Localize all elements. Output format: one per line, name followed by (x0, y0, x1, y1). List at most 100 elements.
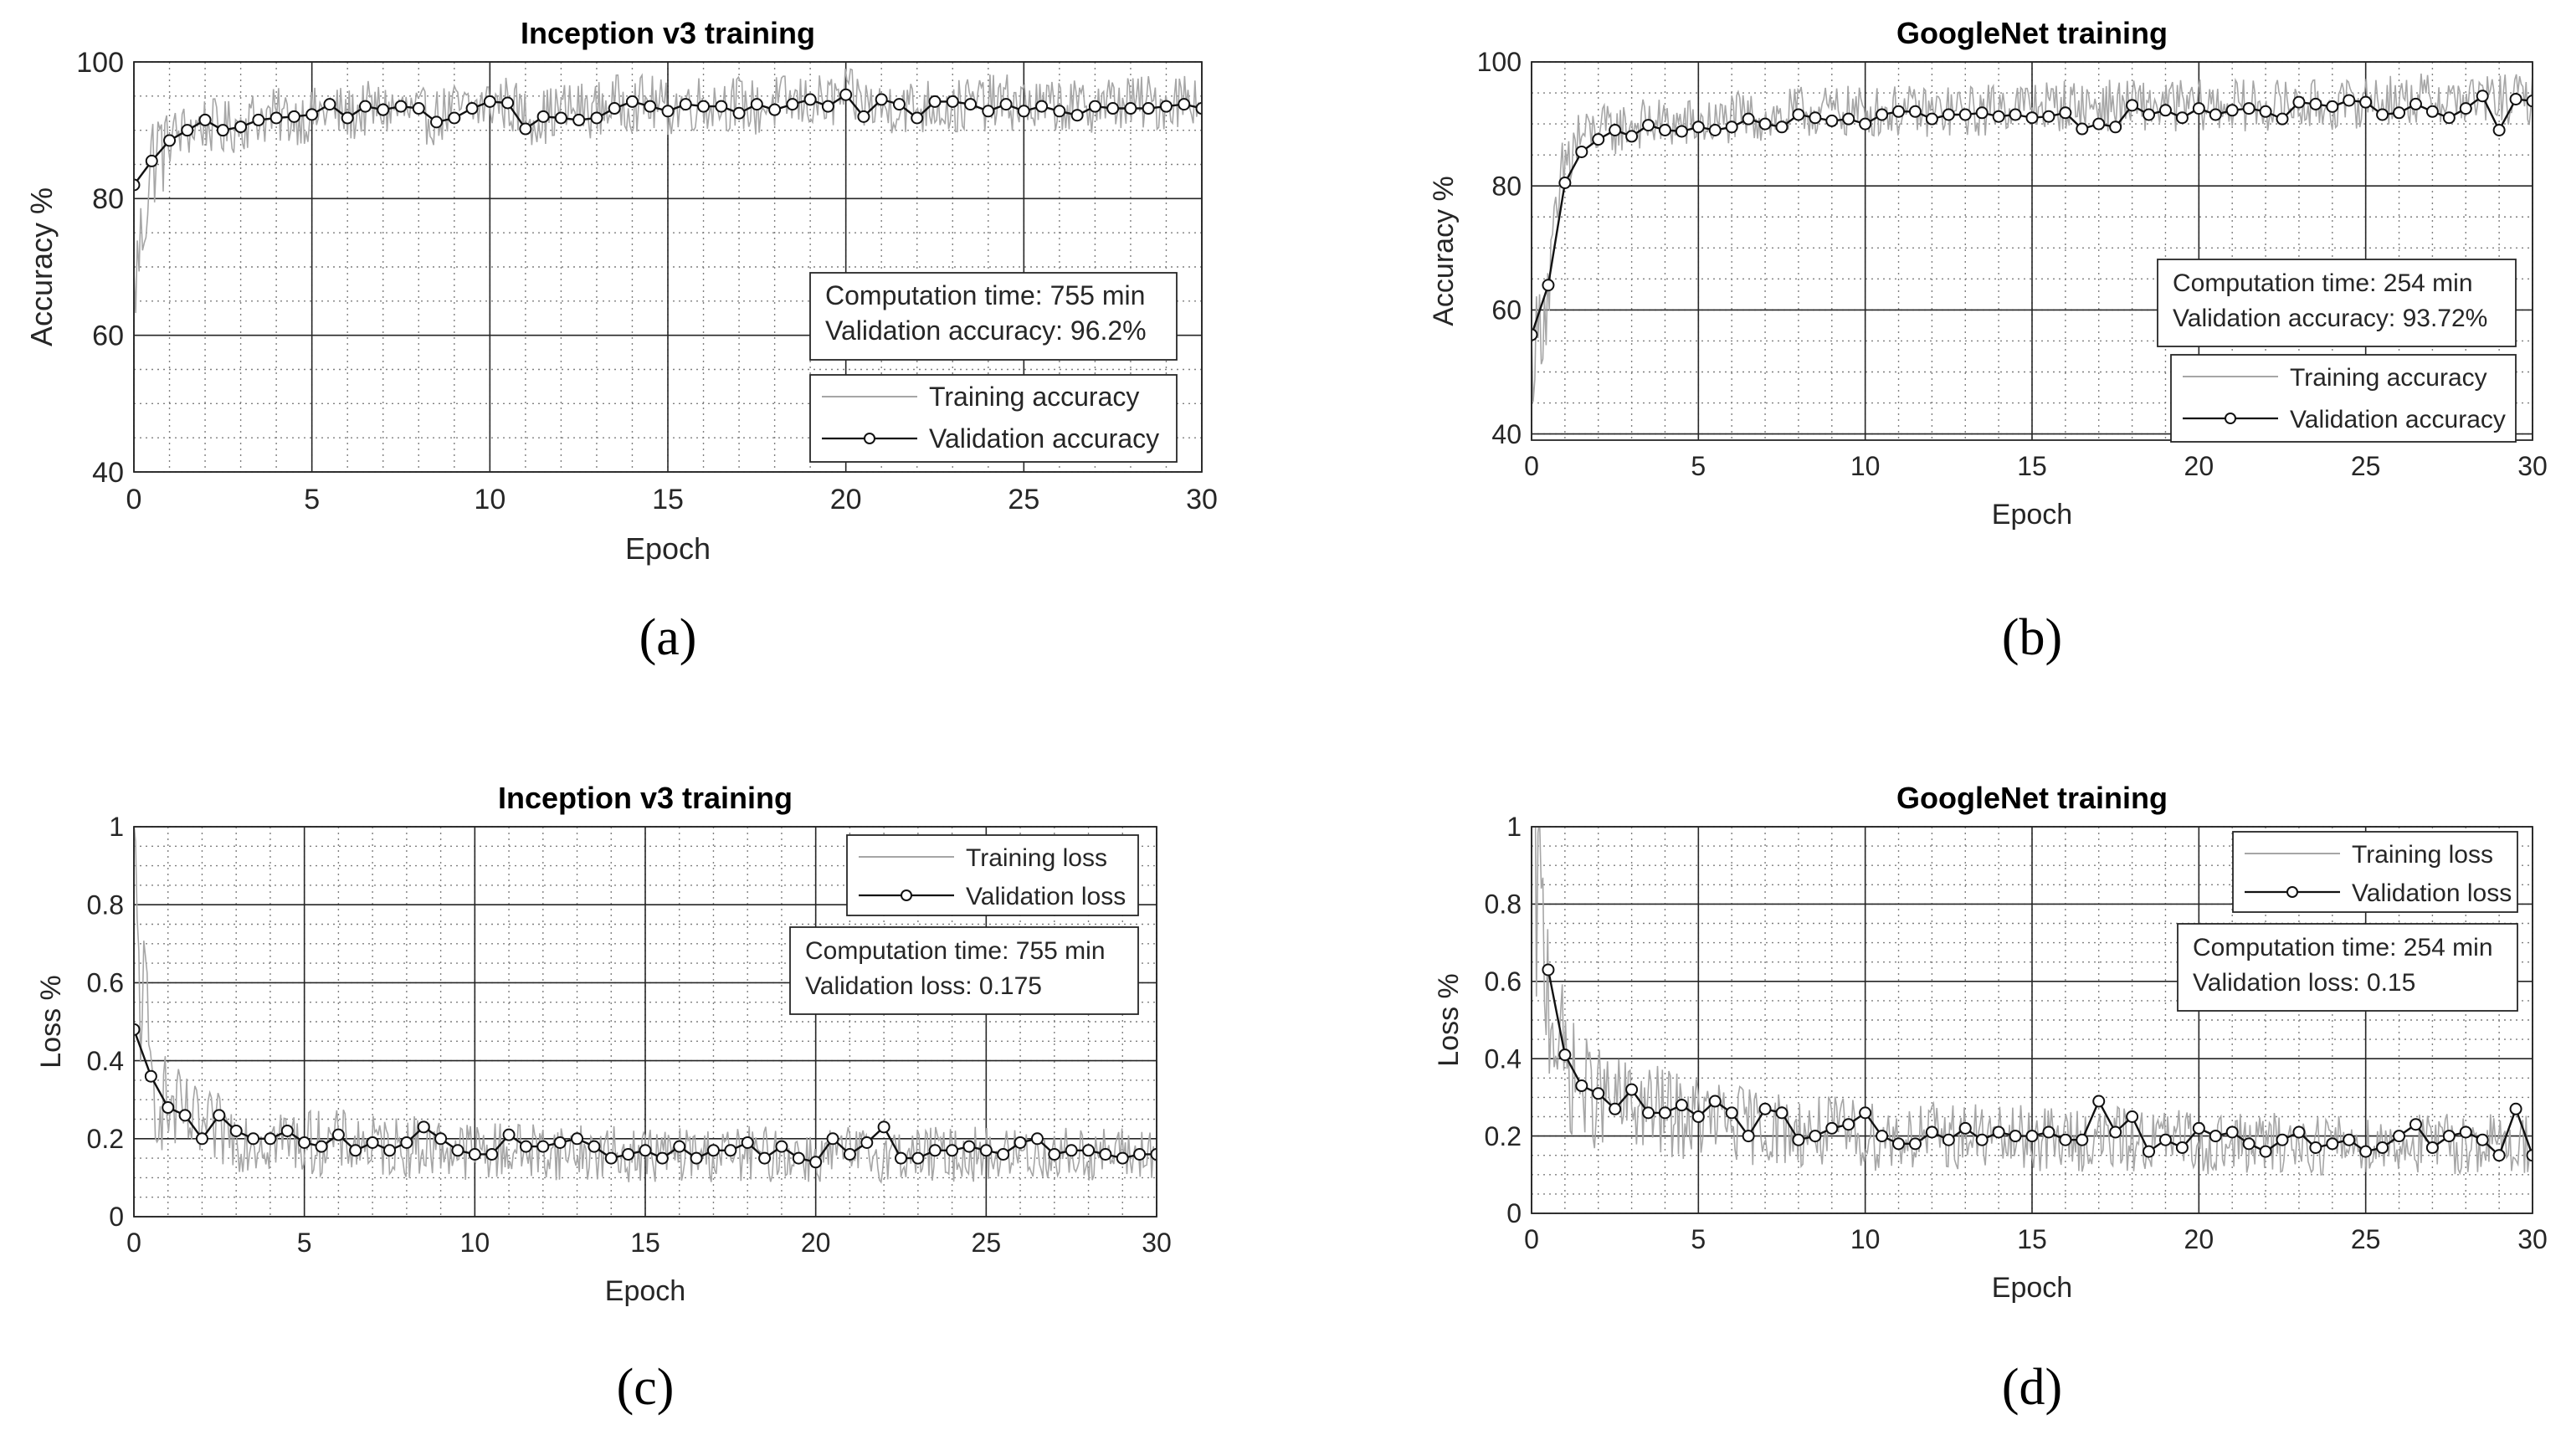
validation-point (571, 1132, 584, 1146)
validation-point (213, 1109, 226, 1122)
legend-label: Training accuracy (929, 382, 1139, 412)
y-tick-label: 40 (1491, 419, 1522, 449)
panel-caption: (b) (2002, 609, 2062, 666)
legend-label: Training loss (966, 844, 1107, 872)
x-tick-label: 15 (2017, 1224, 2047, 1254)
y-tick-label: 80 (92, 183, 124, 215)
x-tick-label: 0 (126, 1228, 141, 1258)
validation-point (2158, 1133, 2172, 1146)
validation-point (1725, 120, 1738, 134)
validation-point (2076, 122, 2089, 136)
validation-point (2092, 1095, 2106, 1108)
validation-point (1592, 1087, 1605, 1100)
validation-point (216, 124, 229, 137)
x-tick-label: 5 (1691, 451, 1706, 481)
validation-point (501, 96, 515, 110)
axes-box (133, 826, 1157, 1218)
y-axis-label: Loss % (1433, 973, 1465, 1067)
validation-point (1542, 279, 1555, 292)
legend-label: Training loss (2352, 841, 2493, 869)
legend-frame (809, 374, 1178, 463)
validation-point (572, 113, 586, 126)
validation-point (2242, 102, 2256, 115)
y-tick-label: 0 (109, 1202, 124, 1232)
validation-point (2025, 1130, 2039, 1143)
validation-point (2526, 95, 2533, 108)
validation-point (2158, 104, 2172, 117)
validation-point (2476, 1133, 2489, 1146)
series-group (1532, 73, 2533, 402)
validation-point (1825, 1121, 1839, 1135)
validation-point (2192, 102, 2205, 115)
training-series-line (1534, 827, 2533, 1177)
validation-point (590, 111, 603, 125)
validation-point (315, 1140, 328, 1153)
validation-point (2126, 1110, 2139, 1123)
y-tick-label: 40 (92, 457, 124, 489)
validation-point (1842, 1118, 1855, 1131)
validation-point (2409, 97, 2422, 110)
y-tick-label: 0.2 (87, 1124, 124, 1154)
validation-point (1876, 1130, 1889, 1143)
validation-point (1908, 1137, 1922, 1151)
legend-marker (864, 433, 875, 444)
validation-point (434, 1132, 448, 1146)
validation-point (468, 1147, 481, 1161)
validation-point (2459, 1125, 2472, 1139)
validation-point (2109, 120, 2122, 134)
validation-point (287, 110, 300, 123)
validation-point (928, 95, 942, 108)
panel-d: 0 5 10 15 20 25 30 0 0.2 0.4 0.6 0.8 1 GoogleNet trai… (1433, 781, 2548, 1416)
validation-point (2143, 108, 2156, 121)
validation-point (962, 1140, 976, 1153)
validation-point (1775, 120, 1789, 134)
validation-point (134, 178, 141, 192)
validation-point (750, 98, 763, 111)
x-tick-label: 25 (972, 1228, 1002, 1258)
validation-point (673, 1140, 686, 1153)
y-tick-label: 1 (1506, 812, 1522, 842)
validation-point (964, 98, 978, 111)
legend-marker (2286, 886, 2298, 898)
validation-point (2042, 1125, 2055, 1139)
validation-point (280, 1124, 294, 1137)
x-tick-label: 30 (2517, 451, 2548, 481)
validation-point (1099, 1147, 1112, 1161)
validation-point (400, 1136, 413, 1149)
validation-point (792, 1151, 805, 1165)
validation-point (1575, 1079, 1588, 1093)
validation-point (679, 98, 692, 111)
validation-point (1708, 1095, 1722, 1108)
training-series-line (134, 68, 1202, 314)
validation-point (181, 124, 194, 137)
validation-point (706, 1144, 720, 1157)
validation-point (2025, 111, 2039, 125)
panel-caption: (a) (639, 609, 697, 666)
validation-point (1558, 1048, 1572, 1062)
validation-point (877, 1120, 890, 1134)
x-axis-label: Epoch (1992, 499, 2072, 531)
validation-point (2143, 1145, 2156, 1158)
validation-point (857, 110, 870, 123)
validation-point (2059, 1133, 2072, 1146)
validation-point (768, 103, 782, 116)
x-axis-label: Epoch (625, 531, 711, 566)
validation-point (2326, 100, 2339, 113)
y-tick-label: 80 (1491, 171, 1522, 201)
validation-point (1014, 1136, 1027, 1149)
validation-point (2059, 106, 2072, 120)
legend-frame (2232, 831, 2518, 913)
legend: Training loss Validation loss (2232, 831, 2518, 913)
validation-point (2192, 1121, 2205, 1135)
info-box-line: Validation accuracy: 93.72% (2173, 305, 2487, 332)
validation-point (2009, 108, 2022, 121)
validation-point (1942, 1133, 1955, 1146)
validation-point (1532, 328, 1538, 341)
validation-point (1892, 105, 1906, 118)
validation-point (895, 1151, 907, 1165)
validation-point (234, 120, 248, 134)
validation-point (1775, 1106, 1789, 1120)
validation-point (1658, 124, 1671, 137)
validation-point (979, 1144, 993, 1157)
validation-point (1675, 1099, 1688, 1112)
